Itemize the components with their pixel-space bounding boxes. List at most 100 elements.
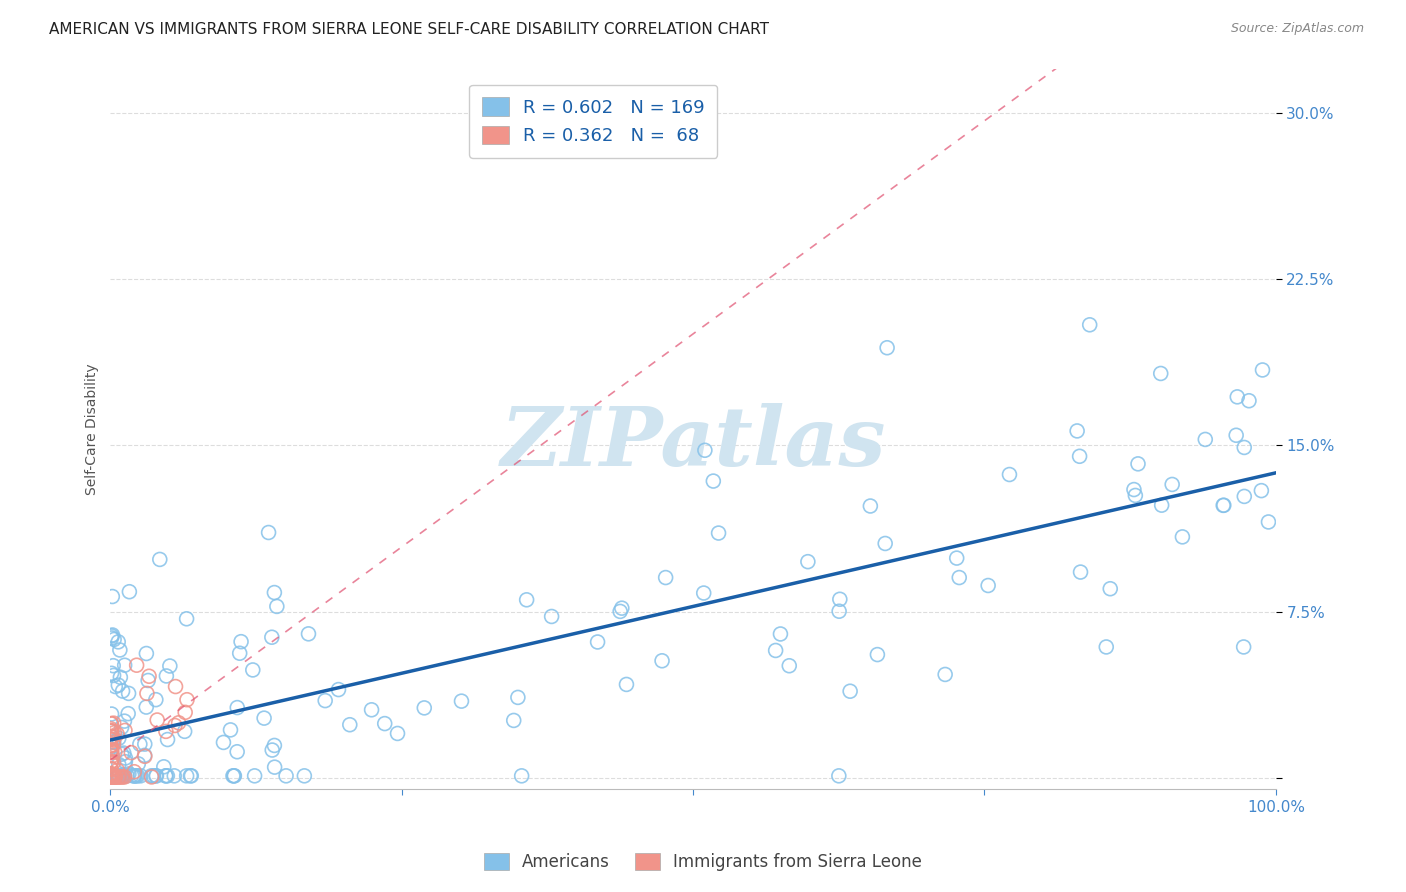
Point [100,768,122,782]
Point [339,717,361,731]
Point [707,526,730,541]
Point [875,536,897,550]
Point [778,658,800,673]
Point [120,746,142,760]
Point [765,643,787,657]
Point [502,714,524,728]
Point [100,724,122,739]
Point [114,751,136,765]
Point [111,747,134,762]
Point [111,769,134,783]
Point [540,609,562,624]
Point [103,756,125,770]
Y-axis label: Self-Care Disability: Self-Care Disability [86,363,100,495]
Point [174,706,197,720]
Point [141,769,163,783]
Point [101,770,124,784]
Point [180,769,202,783]
Point [292,769,315,783]
Point [586,635,609,649]
Point [100,755,122,769]
Point [516,592,538,607]
Point [115,769,138,783]
Point [176,692,198,706]
Point [142,769,165,783]
Point [101,730,124,744]
Point [100,739,122,753]
Point [998,467,1021,482]
Point [103,658,125,673]
Point [103,770,125,784]
Point [100,769,122,783]
Point [654,570,676,584]
Point [100,706,122,721]
Point [100,762,122,776]
Point [105,769,128,783]
Point [107,635,129,649]
Point [100,716,122,731]
Point [1250,483,1272,498]
Point [145,769,167,783]
Point [100,730,122,744]
Point [1171,530,1194,544]
Point [274,769,297,783]
Legend: R = 0.602   N = 169, R = 0.362   N =  68: R = 0.602 N = 169, R = 0.362 N = 68 [470,85,717,158]
Point [152,760,174,774]
Point [242,663,264,677]
Point [122,764,145,779]
Point [977,578,1000,592]
Point [222,769,245,783]
Point [828,769,851,783]
Point [108,769,131,783]
Point [859,499,882,513]
Point [176,769,198,783]
Point [229,634,252,648]
Point [693,443,716,458]
Point [122,769,145,783]
Point [136,686,159,700]
Point [163,718,186,732]
Point [100,724,122,739]
Point [122,769,145,783]
Point [110,721,132,735]
Point [651,654,673,668]
Point [609,604,631,618]
Point [1069,450,1091,464]
Point [1078,318,1101,332]
Point [165,680,187,694]
Point [702,474,724,488]
Point [107,757,129,772]
Point [1123,483,1146,497]
Point [121,768,143,782]
Point [117,686,139,700]
Point [155,769,177,783]
Point [107,770,129,784]
Point [125,769,148,783]
Point [1233,441,1256,455]
Text: Source: ZipAtlas.com: Source: ZipAtlas.com [1230,22,1364,36]
Point [100,716,122,731]
Point [100,769,122,783]
Point [100,739,122,753]
Point [266,599,288,614]
Point [101,770,124,784]
Point [263,585,285,599]
Point [1226,390,1249,404]
Point [945,551,967,566]
Point [100,769,122,783]
Point [110,770,132,784]
Point [387,726,409,740]
Point [1257,515,1279,529]
Point [100,745,122,759]
Point [173,724,195,739]
Point [1161,477,1184,491]
Point [103,632,125,647]
Point [135,700,157,714]
Point [100,722,122,736]
Point [1233,490,1256,504]
Point [107,770,129,784]
Point [224,769,246,783]
Point [101,730,124,744]
Point [100,769,122,783]
Point [101,739,124,754]
